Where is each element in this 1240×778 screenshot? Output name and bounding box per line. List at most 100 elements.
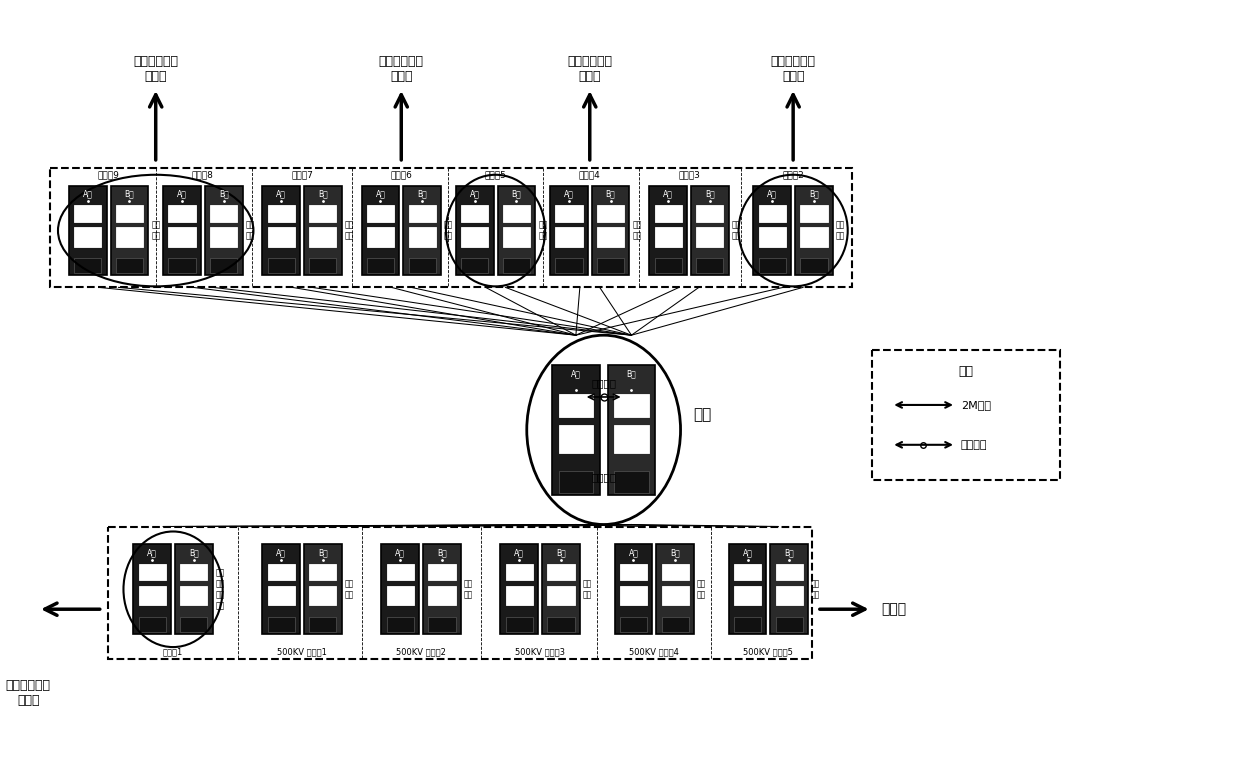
Text: 并列
运行: 并列 运行	[444, 220, 453, 240]
Text: 并列
运行: 并列 运行	[583, 580, 591, 599]
Text: A套: A套	[277, 190, 286, 198]
Bar	[263, 545, 300, 634]
Text: B套: B套	[188, 548, 198, 557]
Text: A套: A套	[570, 369, 580, 378]
Bar	[556, 258, 583, 273]
Bar	[775, 564, 802, 580]
Bar	[268, 617, 295, 633]
Bar	[691, 186, 729, 275]
Text: 执行站8: 执行站8	[192, 171, 213, 180]
Bar	[268, 205, 295, 222]
Bar	[367, 227, 394, 247]
Bar	[180, 586, 207, 605]
Bar	[268, 586, 295, 605]
Bar	[461, 258, 489, 273]
Bar	[115, 227, 143, 247]
Bar	[506, 617, 533, 633]
Bar	[408, 227, 435, 247]
Text: 主辅运行: 主辅运行	[591, 471, 616, 482]
Bar	[559, 394, 593, 417]
Text: A套: A套	[277, 548, 286, 557]
Bar	[696, 227, 723, 247]
Bar	[729, 545, 766, 634]
Bar	[180, 617, 207, 633]
Bar	[795, 186, 833, 275]
Bar	[696, 205, 723, 222]
Bar	[556, 227, 583, 247]
Text: 执行站：火电
机群二: 执行站：火电 机群二	[770, 55, 816, 83]
Bar	[800, 205, 827, 222]
Text: 执行站5: 执行站5	[485, 171, 506, 180]
Bar	[74, 205, 102, 222]
Bar	[661, 617, 688, 633]
Text: 500KV 测量站2: 500KV 测量站2	[396, 647, 446, 656]
Bar	[115, 205, 143, 222]
Bar	[263, 186, 300, 275]
Text: 并列
运行: 并列 运行	[538, 220, 547, 240]
Bar	[800, 227, 827, 247]
Bar	[872, 350, 1060, 480]
Bar	[655, 205, 682, 222]
Bar	[387, 564, 414, 580]
Bar	[403, 186, 441, 275]
Text: A套: A套	[515, 548, 525, 557]
Bar	[309, 564, 336, 580]
Bar	[759, 227, 786, 247]
Bar	[596, 227, 624, 247]
Text: 光纤直连: 光纤直连	[961, 440, 987, 450]
Bar	[800, 258, 827, 273]
Text: 执行站1: 执行站1	[162, 647, 184, 656]
Bar	[696, 258, 723, 273]
Bar	[734, 617, 761, 633]
Text: A套: A套	[83, 190, 93, 198]
Bar	[506, 586, 533, 605]
Bar	[759, 258, 786, 273]
Bar	[134, 545, 171, 634]
Bar	[428, 586, 455, 605]
Text: B套: B套	[704, 190, 714, 198]
Text: 并列
运行: 并列 运行	[811, 580, 820, 599]
Bar	[775, 617, 802, 633]
Text: 并列
运行: 并列 运行	[345, 580, 353, 599]
Bar	[304, 186, 342, 275]
Bar	[547, 617, 574, 633]
Bar	[656, 545, 694, 634]
Bar	[423, 545, 461, 634]
Bar	[268, 227, 295, 247]
Bar	[180, 564, 207, 580]
Bar	[559, 425, 593, 453]
Bar	[309, 227, 336, 247]
Bar	[387, 617, 414, 633]
Bar	[362, 186, 399, 275]
Bar	[428, 617, 455, 633]
Text: 站内光纤: 站内光纤	[591, 378, 616, 388]
Bar	[615, 545, 652, 634]
Text: 500KV 测量站5: 500KV 测量站5	[744, 647, 794, 656]
Text: 执行站：火电
机群四: 执行站：火电 机群四	[378, 55, 424, 83]
Bar	[614, 471, 649, 492]
Text: A套: A套	[148, 548, 157, 557]
Text: 执行站6: 执行站6	[391, 171, 412, 180]
Bar	[547, 564, 574, 580]
Bar	[770, 545, 808, 634]
Bar	[210, 258, 237, 273]
Bar	[608, 365, 655, 495]
Bar	[50, 168, 852, 287]
Bar	[559, 471, 593, 492]
Bar	[655, 258, 682, 273]
Text: 500KV 测量站1: 500KV 测量站1	[277, 647, 327, 656]
Bar	[309, 586, 336, 605]
Bar	[734, 586, 761, 605]
Bar	[139, 564, 166, 580]
Bar	[596, 258, 624, 273]
Bar	[367, 205, 394, 222]
Text: 主站: 主站	[693, 408, 712, 422]
Bar	[210, 227, 237, 247]
Bar	[552, 365, 600, 495]
Bar	[268, 564, 295, 580]
Text: B套: B套	[785, 548, 794, 557]
Bar	[551, 186, 588, 275]
Text: 500KV 测量站4: 500KV 测量站4	[630, 647, 680, 656]
Bar	[661, 564, 688, 580]
Bar	[309, 617, 336, 633]
